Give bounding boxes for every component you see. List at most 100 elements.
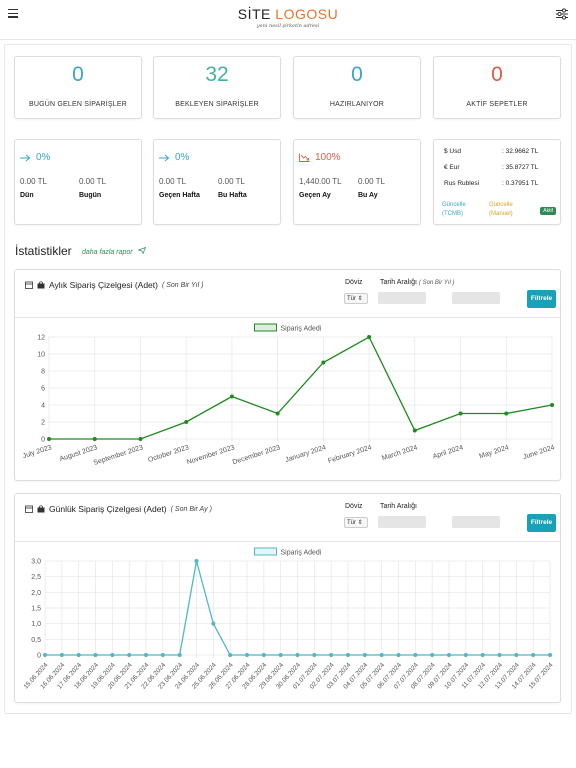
currency-select-value: Tür xyxy=(347,296,356,302)
comparison-label-current: Bu Hafta xyxy=(218,192,247,199)
end-date-input[interactable] xyxy=(452,516,500,528)
currency-select-value: Tür xyxy=(347,520,356,526)
data-point xyxy=(295,653,300,657)
y-tick-label: 4 xyxy=(41,403,45,410)
filter-button[interactable]: Filtrele xyxy=(527,290,556,308)
x-tick-label: June 2024 xyxy=(522,444,555,461)
arrow-right-icon xyxy=(159,154,170,161)
settings-sliders-icon[interactable] xyxy=(556,8,568,20)
x-tick-label: March 2024 xyxy=(381,444,418,462)
data-point xyxy=(138,437,143,441)
x-tick-label: February 2024 xyxy=(327,444,373,465)
data-point xyxy=(76,653,81,657)
start-date-input[interactable] xyxy=(378,516,426,528)
data-point xyxy=(59,653,64,657)
x-tick-label: December 2023 xyxy=(232,444,282,466)
data-point xyxy=(312,653,317,657)
end-date-input[interactable] xyxy=(452,292,500,304)
comparison-label-previous: Geçen Ay xyxy=(299,192,331,199)
y-tick-label: 10 xyxy=(37,352,45,359)
stat-card-pending-orders[interactable]: 32 BEKLEYEN SİPARİŞLER xyxy=(153,56,281,119)
legend-label: Sipariş Adedi xyxy=(281,326,322,333)
data-point xyxy=(229,394,234,399)
y-tick-label: 0,5 xyxy=(31,637,41,644)
comparison-percent: 0% xyxy=(36,152,51,163)
chart-title: Aylık Sipariş Çizelgesi (Adet) xyxy=(49,280,158,290)
rate-name: Rus Rublesi xyxy=(444,180,480,187)
select-arrows-icon: ⇕ xyxy=(357,520,363,526)
y-tick-label: 0 xyxy=(41,437,45,444)
comparison-value-previous: 0.00 TL xyxy=(20,177,47,186)
chart-legend: Sipariş Adedi xyxy=(254,547,322,557)
update-manual-link[interactable]: Güncelle (Manuel) xyxy=(489,202,513,217)
stat-label: AKTİF SEPETLER xyxy=(466,101,528,108)
data-point xyxy=(144,653,148,657)
comparison-value-previous: 0.00 TL xyxy=(159,177,186,186)
logo-tagline: yeni nesil şirketin adresi xyxy=(256,23,320,29)
site-logo[interactable]: SİTE LOGOSU yeni nesil şirketin adresi xyxy=(0,6,576,29)
data-point xyxy=(160,653,165,657)
stat-value: 0 xyxy=(491,63,503,86)
data-point xyxy=(531,653,536,657)
dashboard-content xyxy=(4,44,572,714)
data-point xyxy=(321,360,326,365)
comparison-label-current: Bu Ay xyxy=(358,192,378,199)
y-tick-label: 3,0 xyxy=(31,559,41,566)
daily-orders-line-chart: Sipariş Adedi00,51,01,52,02,53,015.06.20… xyxy=(23,547,555,691)
series-line xyxy=(49,336,553,440)
legend-label: Sipariş Adedi xyxy=(281,550,322,557)
update-tcmb-link[interactable]: Güncelle (TCMB) xyxy=(442,202,466,217)
rate-row-eur: € Eur: 35.8727 TL xyxy=(444,164,556,171)
x-tick-label: April 2024 xyxy=(432,444,464,460)
date-range-hint: ( Son Bir Yıl ) xyxy=(418,280,455,286)
stat-label: BEKLEYEN SİPARİŞLER xyxy=(175,101,259,108)
data-point xyxy=(463,653,468,657)
chart-card-header: Aylık Sipariş Çizelgesi (Adet) ( Son Bir… xyxy=(15,270,560,318)
comparison-value-current: 0.00 TL xyxy=(79,177,106,186)
legend-swatch xyxy=(254,323,277,332)
data-point xyxy=(514,653,519,657)
calendar-icon xyxy=(25,281,33,289)
data-point xyxy=(43,653,47,657)
x-tick-label: January 2024 xyxy=(284,444,327,464)
legend-swatch xyxy=(254,547,277,556)
data-point xyxy=(194,559,199,563)
top-bar: SİTE LOGOSU yeni nesil şirketin adresi xyxy=(0,0,576,40)
data-point xyxy=(430,653,435,657)
date-range-label: Tarih Aralığı ( Son Bir Yıl ) xyxy=(380,279,455,286)
stat-value: 0 xyxy=(351,63,363,86)
currency-select[interactable]: Tür ⇕ xyxy=(344,517,368,528)
comparison-value-current: 0.00 TL xyxy=(218,177,245,186)
rate-value: : 35.8727 TL xyxy=(502,164,539,171)
rate-row-usd: $ Usd: 32.9662 TL xyxy=(444,148,556,155)
data-point xyxy=(396,653,401,657)
stat-card-active-carts[interactable]: 0 AKTİF SEPETLER xyxy=(433,56,561,119)
stat-card-preparing[interactable]: 0 HAZIRLANIYOR xyxy=(293,56,421,119)
currency-select[interactable]: Tür ⇕ xyxy=(344,293,368,304)
comparison-value-current: 0.00 TL xyxy=(358,177,385,186)
data-point xyxy=(110,653,115,657)
shopping-bag-icon xyxy=(37,505,45,513)
y-tick-label: 12 xyxy=(37,335,45,342)
data-point xyxy=(329,653,334,657)
comparison-label-previous: Geçen Hafta xyxy=(159,192,200,199)
data-point xyxy=(504,411,509,416)
stat-label: HAZIRLANIYOR xyxy=(329,101,385,108)
more-reports-label: daha fazla rapor xyxy=(82,249,133,256)
comparison-card-weekly: 0% 0.00 TL 0.00 TL Geçen Hafta Bu Hafta xyxy=(153,139,281,225)
rate-row-rub: Rus Rublesi: 0.37951 TL xyxy=(444,180,556,187)
x-tick-label: May 2024 xyxy=(478,444,510,460)
hamburger-menu-icon[interactable] xyxy=(8,9,18,18)
data-point xyxy=(47,437,51,441)
data-point xyxy=(480,653,485,657)
data-point xyxy=(127,653,132,657)
comparison-percent: 0% xyxy=(175,152,190,163)
x-tick-label: July 2023 xyxy=(22,444,53,460)
filter-button[interactable]: Filtrele xyxy=(527,514,556,532)
data-point xyxy=(458,411,463,416)
more-reports-link[interactable]: daha fazla rapor xyxy=(82,246,146,256)
start-date-input[interactable] xyxy=(378,292,426,304)
stat-card-today-orders[interactable]: 0 BUGÜN GELEN SİPARİŞLER xyxy=(14,56,142,119)
chart-card-header: Günlük Sipariş Çizelgesi (Adet) ( Son Bi… xyxy=(15,494,560,542)
comparison-card-monthly: 100% 1,440.00 TL 0.00 TL Geçen Ay Bu Ay xyxy=(293,139,421,225)
